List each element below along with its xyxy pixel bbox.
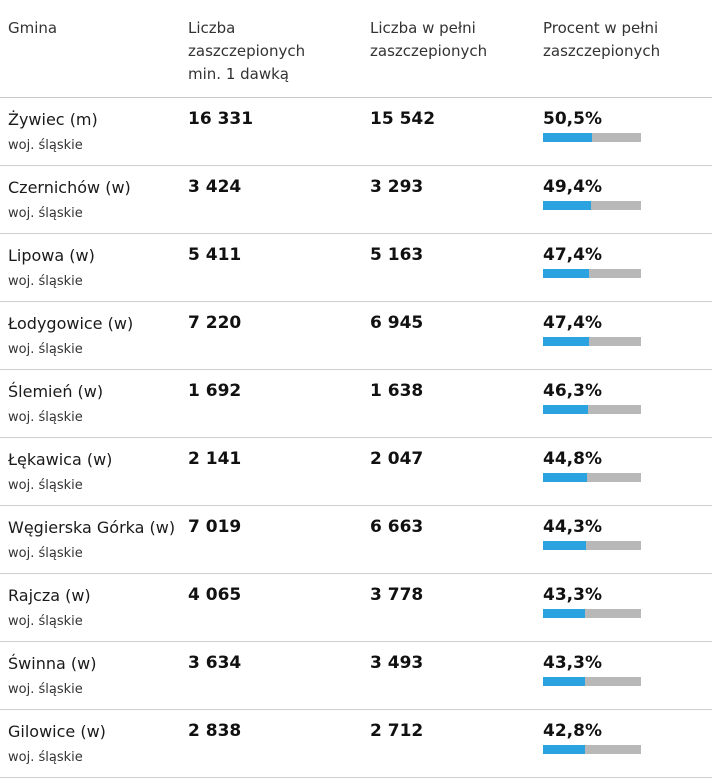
fully-vaccinated-count: 6 945 — [370, 313, 424, 333]
header-first-dose-line3: min. 1 dawką — [188, 65, 289, 83]
table-row: Rajcza (w) woj. śląskie 4 065 3 778 43,3% — [0, 574, 712, 642]
first-dose-count: 3 634 — [188, 653, 242, 673]
gmina-name: Świnna (w) — [8, 654, 97, 673]
percent-bar-fill — [543, 337, 590, 346]
table-row: Łodygowice (w) woj. śląskie 7 220 6 945 47,4… — [0, 302, 712, 370]
first-dose-count: 1 692 — [188, 381, 242, 401]
percent-bar-fill — [543, 269, 590, 278]
percent-bar-fill — [543, 405, 589, 414]
first-dose-count: 7 220 — [188, 313, 242, 333]
percent-bar-fill — [543, 473, 587, 482]
header-first-dose-line1: Liczba — [188, 19, 236, 37]
header-fully-vaccinated[interactable]: Liczba w pełni zaszczepionych — [370, 17, 487, 63]
table-row: Łękawica (w) woj. śląskie 2 141 2 047 44,8% — [0, 438, 712, 506]
first-dose-count: 5 411 — [188, 245, 242, 265]
first-dose-count: 4 065 — [188, 585, 242, 605]
percent-bar — [543, 745, 641, 754]
percent-value: 50,5% — [543, 109, 602, 129]
percent-bar-fill — [543, 201, 592, 210]
percent-bar-fill — [543, 133, 593, 142]
header-full-line2: zaszczepionych — [370, 42, 488, 60]
first-dose-count: 7 019 — [188, 517, 242, 537]
region-label: woj. śląskie — [8, 750, 83, 765]
fully-vaccinated-count: 3 778 — [370, 585, 424, 605]
percent-bar — [543, 405, 641, 414]
header-percent-line1: Procent w pełni — [543, 19, 659, 37]
gmina-name: Gilowice (w) — [8, 722, 106, 741]
percent-bar — [543, 201, 641, 210]
fully-vaccinated-count: 1 638 — [370, 381, 424, 401]
table-row: Gilowice (w) woj. śląskie 2 838 2 712 42,8% — [0, 710, 712, 778]
percent-bar — [543, 473, 641, 482]
percent-bar-fill — [543, 609, 586, 618]
header-full-line1: Liczba w pełni — [370, 19, 476, 37]
percent-value: 47,4% — [543, 313, 602, 333]
table-body: Żywiec (m) woj. śląskie 16 331 15 542 50,5% C… — [0, 98, 712, 778]
header-percent-line2: zaszczepionych — [543, 42, 661, 60]
header-gmina[interactable]: Gmina — [8, 19, 58, 37]
table-row: Świnna (w) woj. śląskie 3 634 3 493 43,3% — [0, 642, 712, 710]
region-label: woj. śląskie — [8, 410, 83, 425]
fully-vaccinated-count: 15 542 — [370, 109, 436, 129]
fully-vaccinated-count: 6 663 — [370, 517, 424, 537]
table-row: Ślemień (w) woj. śląskie 1 692 1 638 46,3% — [0, 370, 712, 438]
percent-bar — [543, 133, 641, 142]
region-label: woj. śląskie — [8, 138, 83, 153]
percent-bar-fill — [543, 541, 587, 550]
table-row: Żywiec (m) woj. śląskie 16 331 15 542 50,5% — [0, 98, 712, 166]
percent-value: 47,4% — [543, 245, 602, 265]
percent-bar-fill — [543, 745, 585, 754]
gmina-name: Węgierska Górka (w) — [8, 518, 176, 537]
header-percent[interactable]: Procent w pełni zaszczepionych — [543, 17, 660, 63]
percent-value: 44,8% — [543, 449, 602, 469]
fully-vaccinated-count: 5 163 — [370, 245, 424, 265]
first-dose-count: 3 424 — [188, 177, 242, 197]
region-label: woj. śląskie — [8, 546, 83, 561]
region-label: woj. śląskie — [8, 614, 83, 629]
fully-vaccinated-count: 2 047 — [370, 449, 424, 469]
gmina-name: Żywiec (m) — [8, 110, 98, 129]
gmina-name: Lipowa (w) — [8, 246, 95, 265]
region-label: woj. śląskie — [8, 682, 83, 697]
first-dose-count: 2 838 — [188, 721, 242, 741]
region-label: woj. śląskie — [8, 274, 83, 289]
region-label: woj. śląskie — [8, 478, 83, 493]
header-first-dose[interactable]: Liczba zaszczepionych min. 1 dawką — [188, 17, 305, 86]
percent-value: 43,3% — [543, 653, 602, 673]
table-row: Czernichów (w) woj. śląskie 3 424 3 293 49,4… — [0, 166, 712, 234]
percent-value: 44,3% — [543, 517, 602, 537]
percent-value: 46,3% — [543, 381, 602, 401]
gmina-name: Ślemień (w) — [8, 382, 104, 401]
region-label: woj. śląskie — [8, 342, 83, 357]
header-first-dose-line2: zaszczepionych — [188, 42, 306, 60]
gmina-name: Łodygowice (w) — [8, 314, 134, 333]
first-dose-count: 16 331 — [188, 109, 254, 129]
region-label: woj. śląskie — [8, 206, 83, 221]
gmina-name: Rajcza (w) — [8, 586, 91, 605]
percent-value: 43,3% — [543, 585, 602, 605]
first-dose-count: 2 141 — [188, 449, 242, 469]
percent-value: 49,4% — [543, 177, 602, 197]
percent-value: 42,8% — [543, 721, 602, 741]
gmina-name: Łękawica (w) — [8, 450, 113, 469]
percent-bar — [543, 337, 641, 346]
percent-bar — [543, 269, 641, 278]
fully-vaccinated-count: 2 712 — [370, 721, 424, 741]
percent-bar — [543, 609, 641, 618]
fully-vaccinated-count: 3 493 — [370, 653, 424, 673]
percent-bar — [543, 677, 641, 686]
table-row: Lipowa (w) woj. śląskie 5 411 5 163 47,4% — [0, 234, 712, 302]
fully-vaccinated-count: 3 293 — [370, 177, 424, 197]
percent-bar — [543, 541, 641, 550]
table-header: Gmina Liczba zaszczepionych min. 1 dawką… — [0, 0, 712, 98]
percent-bar-fill — [543, 677, 586, 686]
gmina-name: Czernichów (w) — [8, 178, 131, 197]
table-row: Węgierska Górka (w) woj. śląskie 7 019 6 66… — [0, 506, 712, 574]
